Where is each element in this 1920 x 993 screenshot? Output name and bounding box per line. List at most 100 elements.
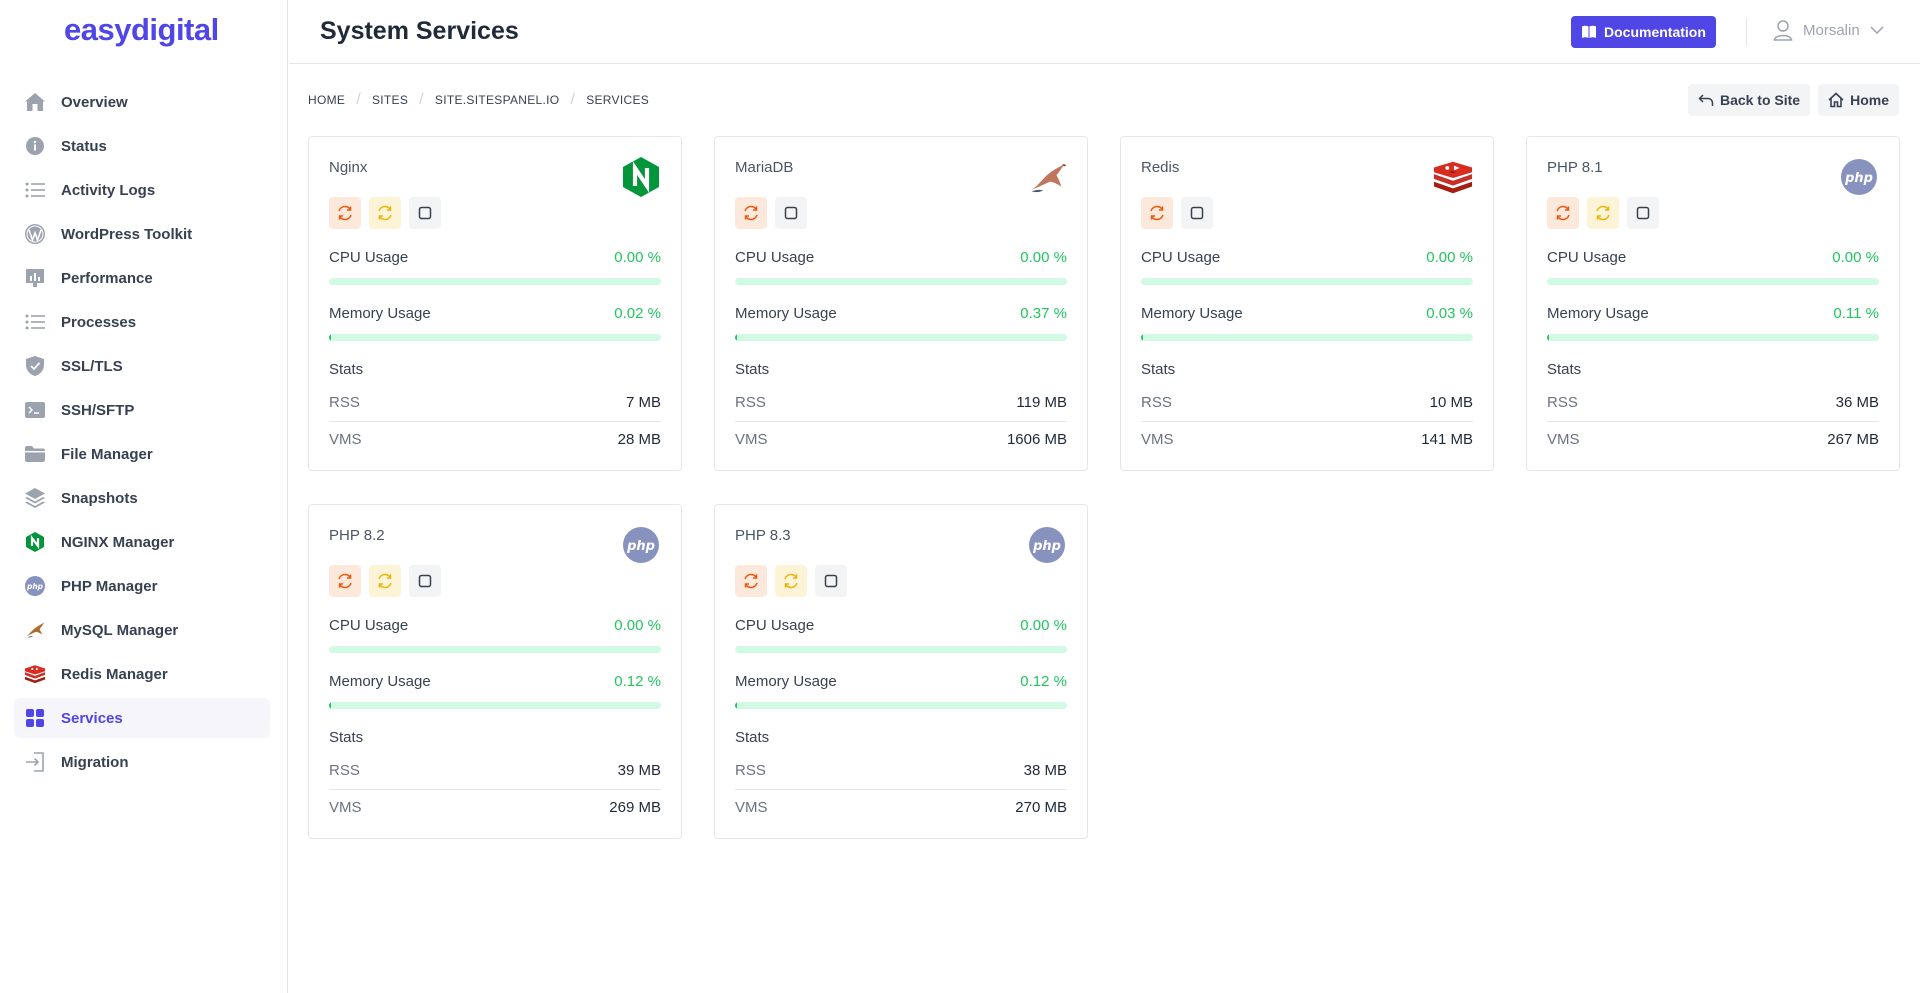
back-to-site-button[interactable]: Back to Site — [1687, 84, 1811, 116]
vms-label: VMS — [735, 799, 768, 816]
service-actions — [329, 565, 449, 597]
mariadb-seal-icon — [1027, 157, 1067, 197]
sidebar-item-label: WordPress Toolkit — [61, 225, 193, 243]
brand-logo[interactable]: easydigital — [64, 12, 219, 47]
sidebar-item-migration[interactable]: Migration — [14, 742, 270, 782]
sidebar-item-mysql-manager[interactable]: MySQL Manager — [14, 610, 270, 650]
breadcrumb-separator: / — [570, 91, 576, 108]
memory-usage-value: 0.02 % — [614, 305, 661, 322]
rss-label: RSS — [1141, 394, 1172, 411]
cpu-usage-bar — [1141, 278, 1473, 285]
svg-text:php: php — [626, 539, 655, 554]
sidebar-item-status[interactable]: Status — [14, 126, 270, 166]
restart-service-button[interactable] — [1141, 197, 1173, 229]
reload-service-button[interactable] — [369, 197, 401, 229]
memory-usage-row: Memory Usage 0.11 % — [1547, 305, 1879, 322]
sidebar-item-label: Activity Logs — [61, 181, 156, 199]
cpu-usage-label: CPU Usage — [329, 617, 409, 634]
vms-value: 267 MB — [1827, 431, 1879, 448]
refresh-icon — [742, 572, 760, 590]
refresh-icon — [336, 572, 354, 590]
sidebar-item-redis-manager[interactable]: Redis Manager — [14, 654, 270, 694]
sidebar-item-label: File Manager — [61, 445, 153, 463]
memory-usage-bar — [329, 334, 661, 341]
restart-service-button[interactable] — [735, 197, 767, 229]
php-logo-icon: php — [1839, 157, 1879, 197]
breadcrumb-item[interactable]: SITE.SITESPANEL.IO — [434, 93, 560, 107]
rss-row: RSS 10 MB — [1141, 384, 1473, 421]
sidebar-item-services[interactable]: Services — [14, 698, 270, 738]
sidebar-item-snapshots[interactable]: Snapshots — [14, 478, 270, 518]
sidebar-item-wordpress-toolkit[interactable]: WordPress Toolkit — [14, 214, 270, 254]
info-icon — [24, 135, 46, 157]
memory-usage-label: Memory Usage — [1141, 305, 1243, 322]
top-header: System Services Documentation Morsalin — [289, 0, 1920, 64]
stop-service-button[interactable] — [815, 565, 847, 597]
sidebar-item-label: Migration — [61, 753, 129, 771]
rss-value: 36 MB — [1835, 394, 1879, 411]
sidebar-item-file-manager[interactable]: File Manager — [14, 434, 270, 474]
shield-icon — [24, 355, 46, 377]
mysql-dolphin-icon — [24, 619, 46, 641]
restart-service-button[interactable] — [1547, 197, 1579, 229]
sidebar-item-overview[interactable]: Overview — [14, 82, 270, 122]
refresh-icon — [782, 572, 800, 590]
sidebar-item-processes[interactable]: Processes — [14, 302, 270, 342]
vms-row: VMS 270 MB — [735, 789, 1067, 826]
page-title: System Services — [320, 17, 519, 45]
sidebar-item-performance[interactable]: Performance — [14, 258, 270, 298]
rss-value: 39 MB — [617, 762, 661, 779]
stop-service-button[interactable] — [409, 197, 441, 229]
sidebar-item-label: NGINX Manager — [61, 533, 175, 551]
restart-service-button[interactable] — [329, 565, 361, 597]
vms-row: VMS 267 MB — [1547, 421, 1879, 458]
sidebar-item-php-manager[interactable]: php PHP Manager — [14, 566, 270, 606]
sidebar-item-ssl-tls[interactable]: SSL/TLS — [14, 346, 270, 386]
reload-service-button[interactable] — [775, 565, 807, 597]
sidebar-nav: Overview Status Activity Logs WordPress Too… — [14, 82, 270, 786]
stop-service-button[interactable] — [1627, 197, 1659, 229]
layers-icon — [24, 487, 46, 509]
service-name: Redis — [1141, 159, 1180, 176]
svg-text:php: php — [1032, 539, 1061, 554]
reload-service-button[interactable] — [1587, 197, 1619, 229]
memory-usage-label: Memory Usage — [329, 673, 431, 690]
redis-logo-icon — [1433, 157, 1473, 197]
service-card: Nginx CPU Usage 0.00 % Memory Usage 0.02 % St… — [308, 136, 682, 471]
restart-service-button[interactable] — [735, 565, 767, 597]
cpu-usage-value: 0.00 % — [1426, 249, 1473, 266]
stats-heading: Stats — [329, 729, 364, 746]
user-menu[interactable]: Morsalin — [1773, 19, 1884, 41]
stop-service-button[interactable] — [775, 197, 807, 229]
cpu-usage-row: CPU Usage 0.00 % — [1547, 249, 1879, 266]
stats-heading: Stats — [735, 361, 770, 378]
restart-service-button[interactable] — [329, 197, 361, 229]
service-card: PHP 8.1 php CPU Usage 0.00 % Memory Usage 0.1… — [1526, 136, 1900, 471]
vms-value: 270 MB — [1015, 799, 1067, 816]
documentation-label: Documentation — [1604, 24, 1706, 40]
rss-label: RSS — [1547, 394, 1578, 411]
rss-label: RSS — [735, 394, 766, 411]
reload-service-button[interactable] — [369, 565, 401, 597]
sidebar-item-activity-logs[interactable]: Activity Logs — [14, 170, 270, 210]
memory-usage-label: Memory Usage — [1547, 305, 1649, 322]
cpu-usage-row: CPU Usage 0.00 % — [329, 249, 661, 266]
documentation-button[interactable]: Documentation — [1571, 16, 1716, 48]
home-icon — [1828, 92, 1844, 108]
cpu-usage-label: CPU Usage — [1141, 249, 1221, 266]
home-button[interactable]: Home — [1818, 84, 1899, 116]
stop-service-button[interactable] — [409, 565, 441, 597]
stats-divider — [735, 789, 1067, 790]
sidebar-item-ssh-sftp[interactable]: SSH/SFTP — [14, 390, 270, 430]
sidebar-item-label: PHP Manager — [61, 577, 158, 595]
refresh-icon — [376, 572, 394, 590]
breadcrumb-item[interactable]: SITES — [371, 93, 409, 107]
stop-icon — [418, 206, 432, 220]
service-card: MariaDB CPU Usage 0.00 % Memory Usage 0.37 %… — [714, 136, 1088, 471]
memory-usage-row: Memory Usage 0.12 % — [735, 673, 1067, 690]
vms-row: VMS 269 MB — [329, 789, 661, 826]
rss-row: RSS 38 MB — [735, 752, 1067, 789]
breadcrumb-item[interactable]: HOME — [308, 93, 346, 107]
sidebar-item-nginx-manager[interactable]: NGINX Manager — [14, 522, 270, 562]
stop-service-button[interactable] — [1181, 197, 1213, 229]
